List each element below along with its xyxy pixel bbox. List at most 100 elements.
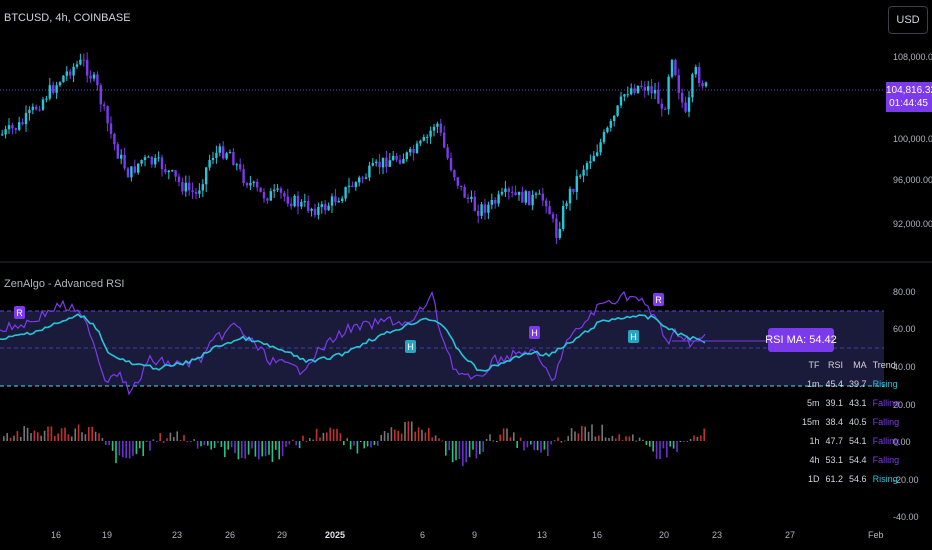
indicator-axis-label: 80.00 xyxy=(893,287,916,297)
candle-body xyxy=(262,192,266,199)
histogram-bar xyxy=(414,431,416,441)
time-axis-label: 23 xyxy=(712,530,723,540)
histogram-bar xyxy=(485,438,488,441)
histogram-bar xyxy=(523,441,525,451)
candle-body xyxy=(691,74,694,98)
candle-body xyxy=(402,159,405,164)
histogram xyxy=(3,421,705,467)
histogram-bar xyxy=(672,441,675,449)
candle-body xyxy=(123,154,126,169)
table-row: 5m 39.1 43.1 Falling xyxy=(799,393,902,412)
histogram-bar xyxy=(135,441,138,455)
candle-body xyxy=(116,144,119,159)
histogram-bar xyxy=(159,433,161,441)
histogram-bar xyxy=(234,441,236,454)
candle-body xyxy=(341,198,344,202)
mtf-ma: 40.5 xyxy=(849,416,867,427)
histogram-bar xyxy=(220,441,223,447)
candle-body xyxy=(21,122,24,125)
histogram-bar xyxy=(152,439,155,441)
candle-body xyxy=(181,181,184,192)
candle-body xyxy=(218,146,221,153)
candle-body xyxy=(538,193,541,195)
histogram-bar xyxy=(455,441,457,461)
histogram-bar xyxy=(9,437,12,441)
histogram-bar xyxy=(258,441,260,460)
histogram-bar xyxy=(77,424,80,441)
histogram-bar xyxy=(621,440,624,442)
histogram-bar xyxy=(132,441,134,456)
candle-body xyxy=(337,201,340,203)
candle-body xyxy=(701,83,704,87)
histogram-bar xyxy=(43,430,46,441)
candle-body xyxy=(103,104,106,107)
candle-body xyxy=(171,170,174,172)
mtf-table: TF RSI MA Trend 1m 45.4 39.7 Rising 5m 3… xyxy=(799,355,902,488)
histogram-bar xyxy=(210,441,212,450)
candle-body xyxy=(75,64,79,67)
histogram-bar xyxy=(302,435,304,441)
currency-button[interactable]: USD xyxy=(888,6,928,34)
candle-body xyxy=(432,126,436,131)
histogram-bar xyxy=(20,436,22,441)
histogram-bar xyxy=(570,428,573,441)
histogram-bar xyxy=(247,441,250,455)
candle-body xyxy=(606,127,609,133)
candle-body xyxy=(286,196,289,204)
candle-body xyxy=(687,97,691,112)
candle-body xyxy=(228,152,232,154)
histogram-bar xyxy=(448,441,450,451)
mtf-ma: 43.1 xyxy=(849,397,867,408)
mtf-ma: 54.4 xyxy=(849,454,867,465)
histogram-bar xyxy=(278,441,280,460)
histogram-bar xyxy=(683,441,685,442)
mtf-ma: 54.6 xyxy=(849,473,867,484)
last-price-tag: 104,816.32 01:44:45 xyxy=(886,82,932,112)
candle-body xyxy=(466,197,470,200)
histogram-bar xyxy=(424,432,427,441)
time-axis-label: 16 xyxy=(51,530,62,540)
candle-body xyxy=(677,75,680,93)
table-row: 1D 61.2 54.6 Rising xyxy=(799,469,902,488)
candle-body xyxy=(31,106,34,110)
histogram-bar xyxy=(584,426,586,441)
histogram-bar xyxy=(346,438,348,441)
histogram-bar xyxy=(611,435,614,441)
histogram-bar xyxy=(642,439,644,441)
symbol-title[interactable]: BTCUSD, 4h, COINBASE xyxy=(4,12,131,24)
indicator-title[interactable]: ZenAlgo - Advanced RSI xyxy=(4,278,125,290)
histogram-bar xyxy=(196,441,199,449)
candle-body xyxy=(18,122,21,130)
candle-body xyxy=(24,112,28,125)
candle-body xyxy=(579,175,582,177)
candle-body xyxy=(48,85,51,99)
histogram-bar xyxy=(186,441,189,443)
histogram-bar xyxy=(557,437,559,441)
candle-body xyxy=(344,186,347,199)
histogram-bar xyxy=(145,440,148,442)
candle-body xyxy=(96,74,99,86)
histogram-bar xyxy=(472,441,474,450)
candle-body xyxy=(698,67,701,84)
candle-body xyxy=(276,188,279,190)
histogram-bar xyxy=(526,441,529,448)
histogram-bar xyxy=(431,437,433,441)
histogram-bar xyxy=(693,435,695,441)
histogram-bar xyxy=(166,438,168,441)
histogram-bar xyxy=(666,441,668,458)
mtf-rsi: 38.4 xyxy=(825,416,844,427)
histogram-bar xyxy=(108,441,110,446)
mtf-trend: Rising xyxy=(872,378,898,389)
histogram-bar xyxy=(547,441,549,457)
candle-body xyxy=(225,153,228,159)
marker-r-1: R xyxy=(14,306,25,319)
histogram-bar xyxy=(434,435,437,441)
candle-body xyxy=(347,185,351,187)
candle-body xyxy=(565,203,568,206)
candle-body xyxy=(303,201,306,203)
price-pane xyxy=(0,52,884,245)
histogram-bar xyxy=(387,432,389,441)
candle-body xyxy=(313,208,317,215)
candle-body xyxy=(283,192,286,197)
